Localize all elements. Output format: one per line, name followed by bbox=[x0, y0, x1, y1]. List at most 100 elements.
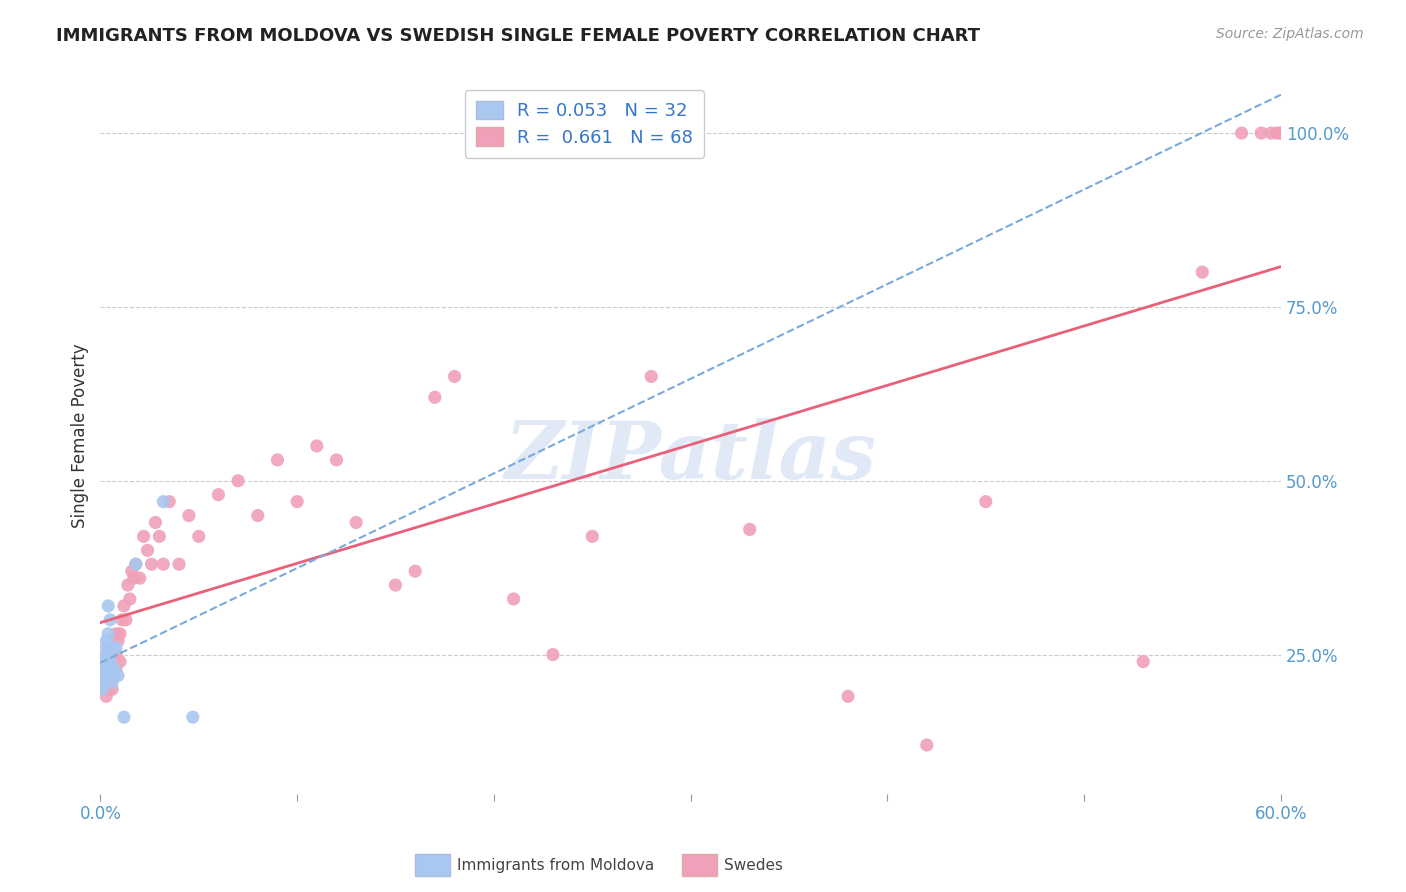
Point bbox=[502, 591, 524, 606]
Point bbox=[93, 675, 115, 690]
Point bbox=[1270, 126, 1292, 140]
Point bbox=[125, 558, 148, 572]
Point bbox=[266, 453, 288, 467]
Point bbox=[581, 529, 603, 543]
Text: IMMIGRANTS FROM MOLDOVA VS SWEDISH SINGLE FEMALE POVERTY CORRELATION CHART: IMMIGRANTS FROM MOLDOVA VS SWEDISH SINGL… bbox=[56, 27, 980, 45]
Point bbox=[108, 626, 131, 640]
Point bbox=[93, 655, 115, 669]
Point bbox=[97, 661, 120, 675]
Point bbox=[128, 571, 150, 585]
Point bbox=[96, 661, 118, 675]
Point bbox=[207, 488, 229, 502]
Point bbox=[145, 516, 167, 530]
Point bbox=[96, 648, 118, 662]
Point bbox=[98, 655, 121, 669]
Point bbox=[98, 640, 121, 655]
Y-axis label: Single Female Poverty: Single Female Poverty bbox=[72, 343, 89, 528]
Point bbox=[97, 682, 120, 697]
Point bbox=[96, 648, 118, 662]
Point bbox=[1230, 126, 1253, 140]
Point bbox=[96, 668, 118, 682]
Point bbox=[384, 578, 406, 592]
Point bbox=[125, 558, 148, 572]
Point bbox=[152, 558, 174, 572]
Point bbox=[97, 668, 120, 682]
Point bbox=[91, 682, 114, 697]
Point bbox=[1132, 655, 1154, 669]
Point bbox=[97, 648, 120, 662]
Point bbox=[157, 494, 180, 508]
Point bbox=[97, 599, 120, 613]
Point bbox=[97, 640, 120, 655]
Point bbox=[541, 648, 564, 662]
Point bbox=[1191, 265, 1213, 279]
Point bbox=[107, 633, 129, 648]
Point bbox=[98, 655, 121, 669]
Point bbox=[136, 543, 159, 558]
Point bbox=[105, 661, 128, 675]
Point bbox=[103, 648, 125, 662]
Point bbox=[640, 369, 662, 384]
Point bbox=[285, 494, 308, 508]
Point bbox=[101, 661, 124, 675]
Point bbox=[837, 690, 859, 704]
Point bbox=[177, 508, 200, 523]
Point bbox=[98, 613, 121, 627]
Point bbox=[1260, 126, 1282, 140]
Point bbox=[117, 578, 139, 592]
Point bbox=[738, 523, 761, 537]
Legend: R = 0.053   N = 32, R =  0.661   N = 68: R = 0.053 N = 32, R = 0.661 N = 68 bbox=[465, 90, 704, 158]
Point bbox=[103, 668, 125, 682]
Point bbox=[105, 626, 128, 640]
Text: Swedes: Swedes bbox=[724, 858, 783, 872]
Point bbox=[96, 661, 118, 675]
Point bbox=[108, 655, 131, 669]
Point bbox=[111, 613, 134, 627]
Point bbox=[98, 661, 121, 675]
Point bbox=[98, 675, 121, 690]
Point bbox=[305, 439, 328, 453]
Point bbox=[325, 453, 347, 467]
Point bbox=[107, 668, 129, 682]
Point bbox=[1250, 126, 1272, 140]
Point bbox=[122, 571, 145, 585]
Point bbox=[112, 599, 135, 613]
Point bbox=[98, 668, 121, 682]
Point bbox=[101, 675, 124, 690]
Point bbox=[167, 558, 190, 572]
Point bbox=[148, 529, 170, 543]
Point bbox=[226, 474, 249, 488]
Point bbox=[246, 508, 269, 523]
Point bbox=[115, 613, 138, 627]
Point bbox=[1265, 126, 1288, 140]
Point bbox=[96, 633, 118, 648]
Point bbox=[404, 564, 426, 578]
Point bbox=[423, 390, 446, 404]
Point bbox=[152, 494, 174, 508]
Point bbox=[97, 661, 120, 675]
Point bbox=[101, 668, 124, 682]
Point bbox=[132, 529, 155, 543]
Point bbox=[112, 710, 135, 724]
Point bbox=[974, 494, 997, 508]
Point bbox=[118, 591, 141, 606]
Point bbox=[93, 682, 115, 697]
Point bbox=[93, 655, 115, 669]
Point bbox=[97, 626, 120, 640]
Text: Source: ZipAtlas.com: Source: ZipAtlas.com bbox=[1216, 27, 1364, 41]
Point bbox=[96, 690, 118, 704]
Point bbox=[915, 738, 938, 752]
Point bbox=[101, 682, 124, 697]
Point bbox=[443, 369, 465, 384]
Point bbox=[187, 529, 209, 543]
Point bbox=[97, 640, 120, 655]
Point bbox=[121, 564, 143, 578]
Point bbox=[91, 668, 114, 682]
Point bbox=[105, 640, 128, 655]
Point bbox=[96, 655, 118, 669]
Point bbox=[105, 648, 128, 662]
Point bbox=[96, 668, 118, 682]
Point bbox=[344, 516, 367, 530]
Text: Immigrants from Moldova: Immigrants from Moldova bbox=[457, 858, 654, 872]
Point bbox=[1270, 126, 1292, 140]
